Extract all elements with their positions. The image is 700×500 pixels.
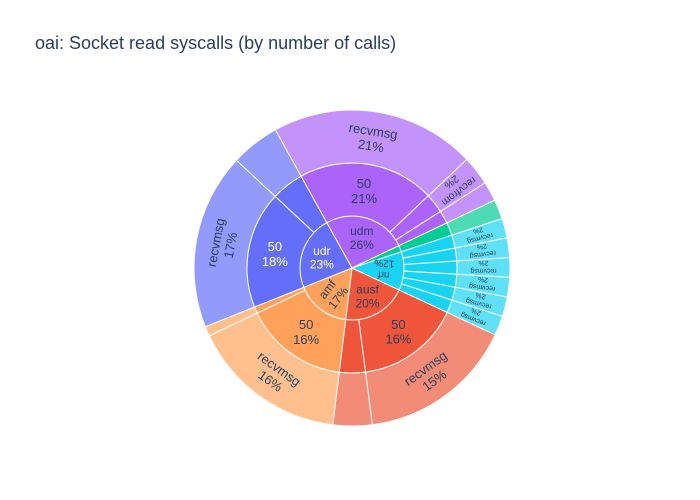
sunburst-slice-5-5-0[interactable] (446, 299, 504, 336)
chart-title: oai: Socket read syscalls (by number of … (35, 33, 397, 53)
